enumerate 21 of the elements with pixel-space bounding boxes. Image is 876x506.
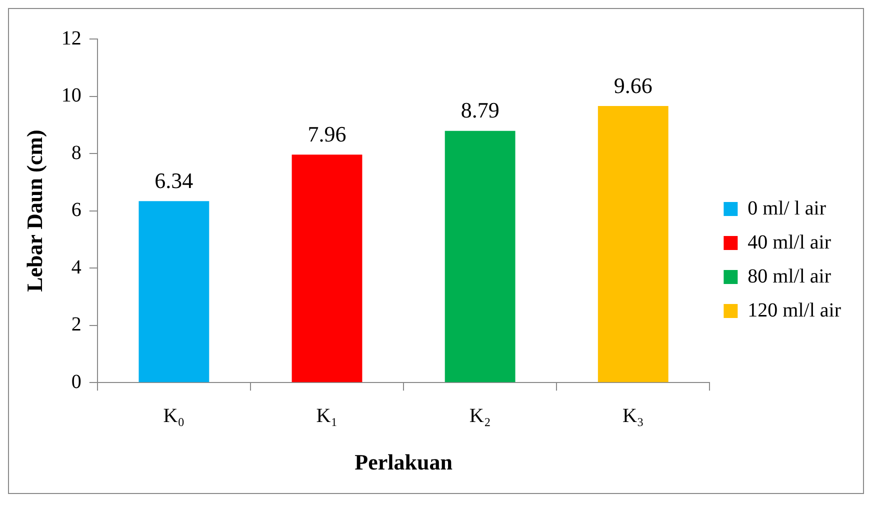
x-tick-label: K₂ — [469, 404, 491, 427]
data-label: 6.34 — [154, 168, 194, 193]
y-tick-label: 8 — [71, 142, 82, 164]
y-tick-label: 12 — [61, 27, 82, 50]
y-tick-label: 10 — [61, 84, 82, 107]
legend-label: 40 ml/l air — [748, 231, 832, 254]
data-label: 7.96 — [308, 121, 346, 146]
data-label: 8.79 — [460, 98, 500, 123]
y-tick-label: 2 — [71, 314, 82, 336]
legend-label: 80 ml/l air — [748, 265, 832, 288]
legend-label: 120 ml/l air — [748, 299, 842, 322]
y-axis-title: Lebar Daun (cm) — [22, 130, 47, 292]
y-tick-label: 4 — [71, 256, 82, 278]
legend-label: 0 ml/ l air — [748, 197, 826, 220]
y-tick-label: 0 — [71, 370, 82, 393]
x-tick-label: K₁ — [316, 404, 338, 427]
y-tick-label: 6 — [71, 199, 82, 222]
x-axis-title: Perlakuan — [354, 449, 452, 474]
x-tick-label: K₀ — [163, 404, 185, 427]
x-tick-label: K₃ — [622, 404, 644, 427]
data-label: 9.66 — [614, 72, 652, 98]
